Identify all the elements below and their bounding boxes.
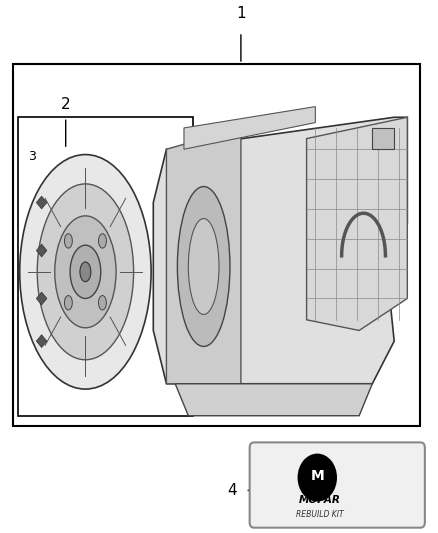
Text: 1: 1	[236, 6, 246, 21]
Text: MOPAR: MOPAR	[299, 495, 340, 505]
Ellipse shape	[177, 187, 230, 346]
Polygon shape	[175, 384, 372, 416]
Text: 3: 3	[28, 150, 36, 163]
Text: REBUILD KIT: REBUILD KIT	[296, 511, 343, 519]
Polygon shape	[166, 128, 241, 384]
Text: 2: 2	[61, 97, 71, 112]
Polygon shape	[184, 107, 315, 149]
Bar	[372, 128, 394, 149]
Polygon shape	[36, 292, 47, 305]
Polygon shape	[153, 117, 407, 384]
Text: M: M	[311, 469, 324, 483]
Text: 4: 4	[227, 483, 237, 498]
Ellipse shape	[99, 295, 106, 310]
Polygon shape	[36, 196, 47, 209]
Circle shape	[297, 454, 337, 502]
Ellipse shape	[188, 219, 219, 314]
Ellipse shape	[20, 155, 151, 389]
Ellipse shape	[55, 216, 116, 328]
Ellipse shape	[99, 234, 106, 248]
Polygon shape	[36, 335, 47, 348]
Ellipse shape	[37, 184, 134, 360]
Bar	[18, 117, 193, 416]
Ellipse shape	[64, 234, 72, 248]
FancyBboxPatch shape	[250, 442, 425, 528]
Bar	[13, 64, 420, 426]
Ellipse shape	[70, 245, 101, 298]
Ellipse shape	[80, 262, 91, 281]
Ellipse shape	[64, 295, 72, 310]
Polygon shape	[307, 117, 407, 330]
Polygon shape	[36, 244, 47, 257]
